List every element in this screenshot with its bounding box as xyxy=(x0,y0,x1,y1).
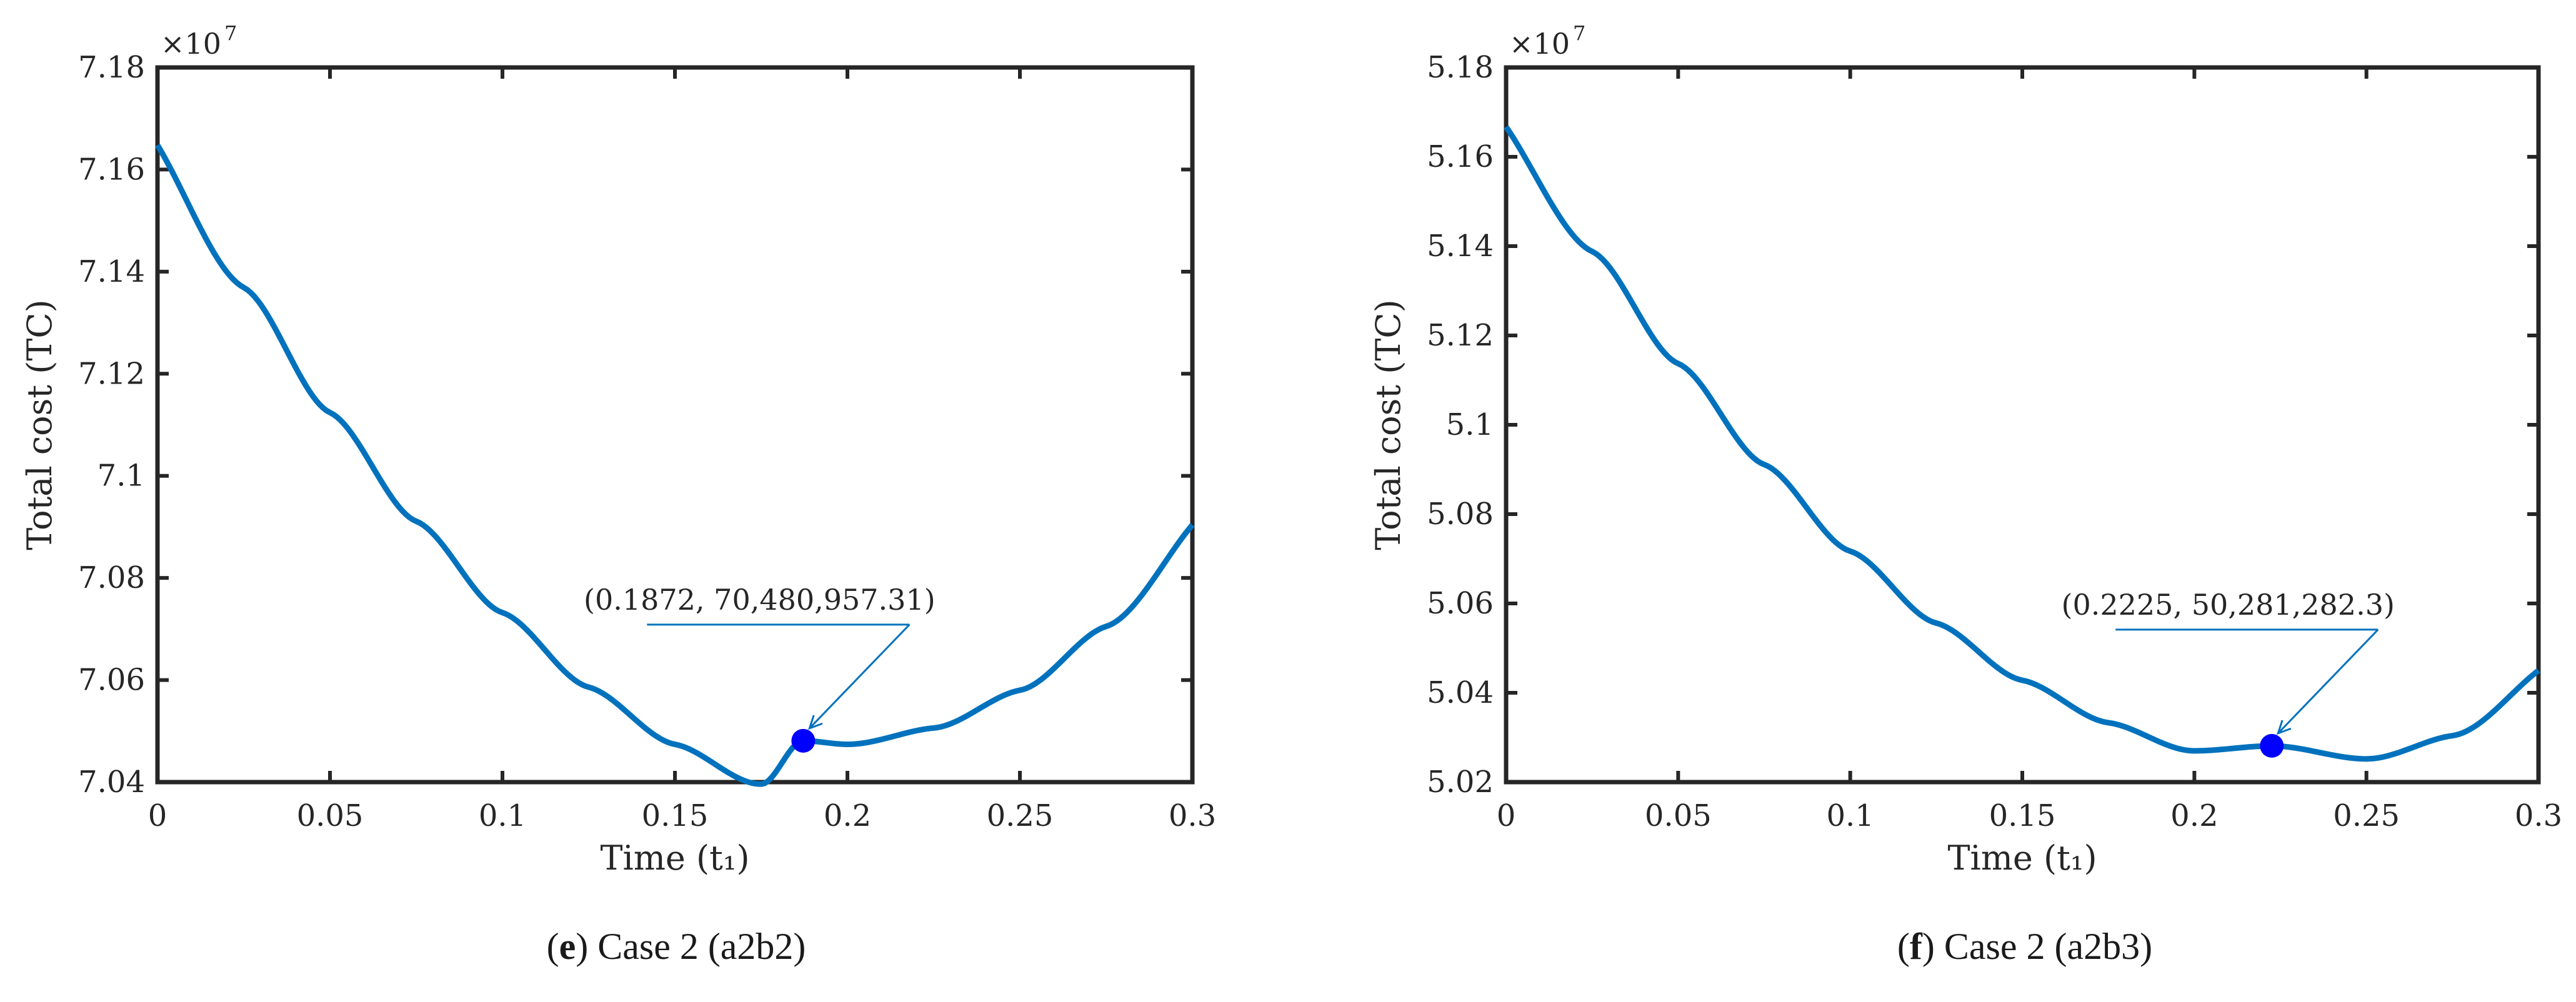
y-axis-label-f: Total cost (TC) xyxy=(1369,299,1408,550)
exponent-label-e: ×10 xyxy=(161,27,221,61)
y-tick-label-f: 5.04 xyxy=(1427,675,1494,710)
annotation-label-e: (0.1872, 70,480,957.31) xyxy=(584,583,936,617)
y-tick-label-e: 7.08 xyxy=(78,560,145,595)
caption-letter-f: f xyxy=(1910,926,1923,967)
y-tick-label-f: 5.18 xyxy=(1427,50,1494,85)
annotation-leader-e xyxy=(809,623,911,729)
annotation-arrowhead-f xyxy=(2276,720,2292,735)
y-tick-label-e: 7.14 xyxy=(78,254,145,289)
x-tick-label-f: 0.2 xyxy=(2170,798,2218,833)
y-tick-label-f: 5.06 xyxy=(1427,586,1494,621)
exponent-power-e: 7 xyxy=(224,21,237,45)
x-tick-label-e: 0.15 xyxy=(642,798,709,833)
x-tick-label-e: 0.2 xyxy=(824,798,871,833)
x-tick-label-e: 0 xyxy=(148,798,167,833)
y-tick-label-f: 5.02 xyxy=(1427,765,1494,800)
y-tick-label-f: 5.16 xyxy=(1427,139,1494,174)
y-tick-label-e: 7.04 xyxy=(78,765,145,800)
min-point-marker-f xyxy=(2260,733,2284,758)
y-tick-label-e: 7.18 xyxy=(78,50,145,85)
plot-area-f xyxy=(1504,65,2541,785)
chart-panel-e: 0 0.05 0.1 0.15 0.2 0.25 0.3 7.04 7.06 7.08 7.1 7.1… xyxy=(20,21,1216,967)
x-tick-label-f: 0.25 xyxy=(2333,798,2400,833)
exponent-label-f: ×10 xyxy=(1509,27,1570,61)
y-tick-label-f: 5.12 xyxy=(1427,318,1494,353)
x-tick-label-f: 0.3 xyxy=(2515,798,2562,833)
x-tick-label-f: 0.1 xyxy=(1826,798,1874,833)
exponent-power-f: 7 xyxy=(1573,21,1585,45)
x-tick-label-e: 0.25 xyxy=(987,798,1054,833)
y-tick-label-e: 7.1 xyxy=(97,459,145,494)
min-point-marker-e xyxy=(791,728,816,753)
y-tick-label-f: 5.08 xyxy=(1427,497,1494,532)
y-tick-label-e: 7.06 xyxy=(78,663,145,698)
y-axis-label-e: Total cost (TC) xyxy=(20,299,59,550)
series-line-f xyxy=(1504,125,2540,762)
caption-text-e: Case 2 (a2b2) xyxy=(588,926,806,967)
x-axis-label-f: Time (t₁) xyxy=(1947,838,2097,878)
caption-letter-e: e xyxy=(559,926,576,967)
x-tick-label-e: 0.3 xyxy=(1169,798,1216,833)
y-tick-label-f: 5.1 xyxy=(1446,407,1494,442)
annotation-arrowhead-e xyxy=(807,715,823,730)
x-tick-label-e: 0.1 xyxy=(479,798,526,833)
caption-f: (f) Case 2 (a2b3) xyxy=(1897,926,2152,967)
caption-e: (e) Case 2 (a2b2) xyxy=(547,926,806,967)
series-line-e xyxy=(155,143,1195,787)
annotation-label-f: (0.2225, 50,281,282.3) xyxy=(2062,588,2395,622)
caption-text-f: Case 2 (a2b3) xyxy=(1935,926,2152,967)
x-tick-label-f: 0.15 xyxy=(1989,798,2056,833)
y-tick-label-e: 7.16 xyxy=(78,152,145,187)
y-tick-label-f: 5.14 xyxy=(1427,229,1494,264)
x-tick-label-e: 0.05 xyxy=(297,798,364,833)
x-tick-label-f: 0 xyxy=(1497,798,1516,833)
x-tick-label-f: 0.05 xyxy=(1645,798,1712,833)
y-tick-label-e: 7.12 xyxy=(78,356,145,391)
annotation-leader-f xyxy=(2277,628,2379,734)
x-axis-label-e: Time (t₁) xyxy=(600,838,749,878)
